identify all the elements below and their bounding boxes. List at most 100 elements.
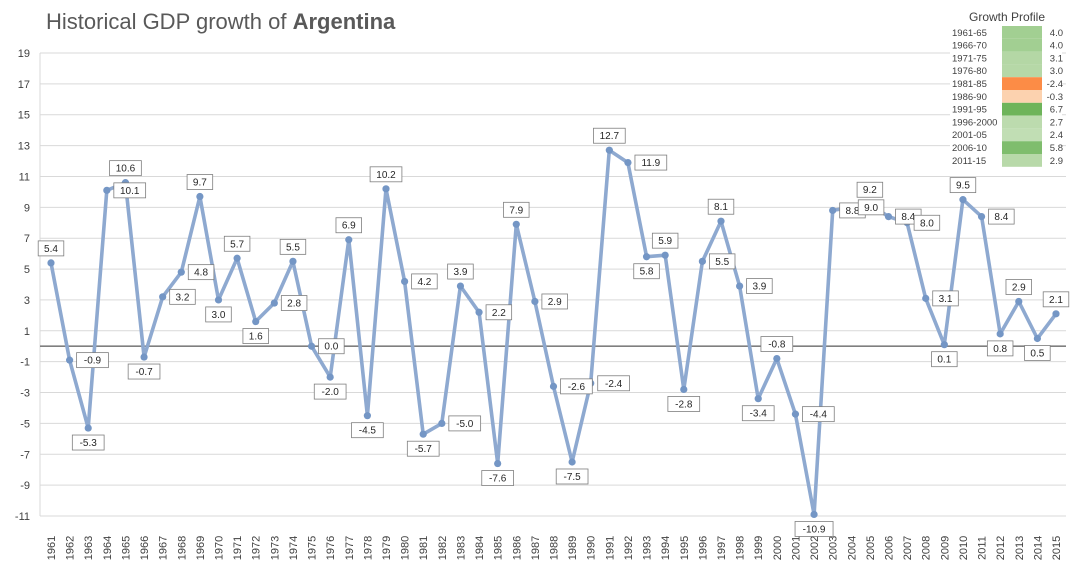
profile-value: 4.0 <box>1050 28 1063 39</box>
data-point <box>773 354 781 363</box>
data-label: -10.9 <box>794 521 834 537</box>
y-tick-label: -11 <box>15 511 30 523</box>
svg-text:11.9: 11.9 <box>641 158 660 169</box>
profile-value: -0.3 <box>1047 92 1063 103</box>
svg-text:3.1: 3.1 <box>939 294 953 305</box>
svg-text:-4.5: -4.5 <box>359 426 377 437</box>
data-point <box>680 385 688 394</box>
svg-text:5.8: 5.8 <box>640 267 654 278</box>
svg-text:5.7: 5.7 <box>230 239 244 250</box>
data-label: 12.7 <box>593 127 626 144</box>
x-tick-label: 1964 <box>102 536 114 560</box>
svg-text:2.9: 2.9 <box>1012 282 1026 293</box>
x-tick-label: 1969 <box>195 536 207 560</box>
svg-text:-0.9: -0.9 <box>84 356 102 367</box>
data-point <box>754 395 762 403</box>
profile-cell <box>1002 38 1042 52</box>
x-axis-ticks: 1961 1962 1963 1964 1965 1966 1967 1968 1969 1970… <box>46 536 1063 560</box>
profile-row: 1986-90 -0.3 <box>952 90 1063 103</box>
data-point <box>307 342 316 350</box>
x-tick-label: 1968 <box>176 536 188 560</box>
svg-text:-10.9: -10.9 <box>803 524 826 535</box>
data-label: -0.8 <box>760 336 794 352</box>
x-tick-label: 1965 <box>120 536 132 560</box>
profile-period: 1991-95 <box>952 105 987 116</box>
data-label: 8.0 <box>913 214 941 231</box>
profile-period: 1981-85 <box>952 79 987 90</box>
data-point <box>382 185 390 193</box>
svg-text:2.8: 2.8 <box>287 299 301 310</box>
profile-cell <box>1002 115 1042 129</box>
data-label: 9.2 <box>856 181 884 198</box>
x-tick-label: 1990 <box>586 536 598 560</box>
data-point <box>1015 297 1023 306</box>
y-tick-label: 17 <box>18 79 30 91</box>
svg-text:0.5: 0.5 <box>1030 349 1044 360</box>
x-tick-label: 1993 <box>642 536 654 560</box>
y-tick-label: 9 <box>24 202 30 214</box>
data-point <box>717 217 725 225</box>
svg-text:-4.4: -4.4 <box>810 410 828 421</box>
profile-period: 2006-10 <box>952 143 987 154</box>
profile-row: 1966-70 4.0 <box>952 38 1063 52</box>
svg-text:8.4: 8.4 <box>994 212 1008 223</box>
x-tick-label: 1972 <box>251 536 263 560</box>
profile-value: 5.8 <box>1050 143 1063 154</box>
data-label: -5.7 <box>406 440 440 457</box>
x-tick-label: 1987 <box>530 536 542 560</box>
data-point <box>1033 334 1041 343</box>
x-tick-label: 1966 <box>139 536 151 560</box>
svg-text:-5.3: -5.3 <box>80 438 98 449</box>
profile-cell <box>1002 26 1042 39</box>
x-tick-label: 1988 <box>549 536 561 560</box>
svg-text:8.0: 8.0 <box>920 218 934 229</box>
svg-text:-3.4: -3.4 <box>750 409 768 420</box>
svg-text:9.2: 9.2 <box>863 185 877 196</box>
data-label: 2.1 <box>1042 291 1070 308</box>
profile-value: -2.4 <box>1047 79 1063 90</box>
x-tick-label: 2012 <box>995 536 1007 560</box>
x-tick-label: 1997 <box>716 536 728 560</box>
svg-text:2.1: 2.1 <box>1049 295 1063 306</box>
profile-period: 2001-05 <box>952 130 987 141</box>
profile-row: 1971-75 3.1 <box>952 51 1063 65</box>
svg-text:-5.0: -5.0 <box>456 419 474 430</box>
x-tick-label: 2013 <box>1014 536 1026 560</box>
data-point <box>438 419 446 427</box>
data-label: -2.6 <box>560 378 593 395</box>
x-tick-label: 1977 <box>344 536 356 560</box>
data-label: 0.1 <box>931 351 958 368</box>
x-tick-label: 1979 <box>381 536 393 560</box>
data-point <box>810 510 818 519</box>
data-label: -3.4 <box>741 405 775 422</box>
svg-text:-7.5: -7.5 <box>563 472 581 483</box>
data-point <box>233 254 241 262</box>
x-tick-label: 1992 <box>623 536 635 560</box>
svg-text:3.0: 3.0 <box>212 310 226 321</box>
data-point <box>47 259 55 267</box>
data-point <box>196 192 204 201</box>
x-tick-label: 2005 <box>865 536 877 560</box>
data-label: 10.1 <box>113 182 147 199</box>
profile-period: 1966-70 <box>952 41 987 52</box>
data-label: 9.7 <box>186 174 214 190</box>
profile-period: 1976-80 <box>952 66 987 77</box>
svg-text:7.9: 7.9 <box>509 205 523 216</box>
x-tick-label: 1985 <box>493 536 505 560</box>
data-label: -5.0 <box>448 415 482 432</box>
gdp-series <box>47 146 1060 519</box>
x-tick-label: 2010 <box>958 536 970 560</box>
data-label: 11.9 <box>634 154 668 171</box>
title-country: Argentina <box>292 9 396 34</box>
x-tick-label: 1963 <box>83 536 95 560</box>
svg-text:3.2: 3.2 <box>176 292 190 303</box>
profile-row: 2006-10 5.8 <box>952 141 1063 154</box>
x-tick-label: 2011 <box>977 536 989 560</box>
data-label: 2.9 <box>1005 279 1032 295</box>
data-label: 8.4 <box>988 208 1015 225</box>
svg-text:10.1: 10.1 <box>120 186 140 197</box>
data-point <box>977 212 986 221</box>
y-axis-ticks: 19 17 15 13 11 9 7 5 3 1 -1 -3 -5 -7 -9 -11 <box>15 48 30 523</box>
data-label: 0.5 <box>1024 345 1051 361</box>
data-label: 0.0 <box>318 338 345 355</box>
